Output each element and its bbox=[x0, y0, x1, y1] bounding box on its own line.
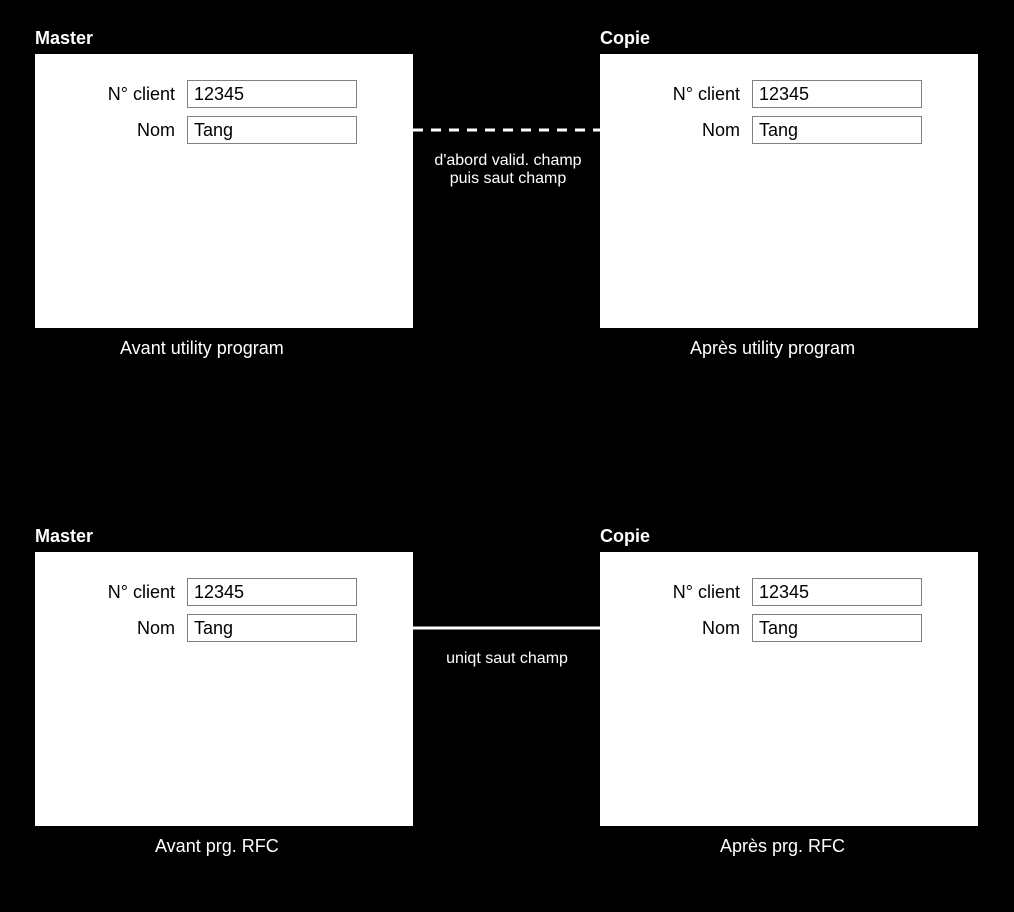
label-client-no: N° client bbox=[650, 84, 740, 105]
caption-bottom-before: Avant prg. RFC bbox=[155, 836, 279, 857]
panel-copy-top: N° client 12345 Nom Tang bbox=[600, 54, 978, 328]
input-client-no[interactable]: 12345 bbox=[187, 578, 357, 606]
panel-master-bottom: N° client 12345 Nom Tang bbox=[35, 552, 413, 826]
annotation-top-line2: puis saut champ bbox=[450, 170, 567, 187]
form-row-client-no: N° client 12345 bbox=[85, 578, 357, 606]
annotation-top: d'abord valid. champ puis saut champ bbox=[418, 152, 598, 188]
label-client-no: N° client bbox=[650, 582, 740, 603]
label-client-no: N° client bbox=[85, 582, 175, 603]
panel-title-master-top: Master bbox=[35, 28, 93, 49]
arrow-bottom bbox=[340, 613, 620, 643]
input-client-no[interactable]: 12345 bbox=[752, 80, 922, 108]
input-client-no[interactable]: 12345 bbox=[187, 80, 357, 108]
input-client-no[interactable]: 12345 bbox=[752, 578, 922, 606]
annotation-top-line1: d'abord valid. champ bbox=[434, 152, 581, 169]
label-name: Nom bbox=[650, 618, 740, 639]
form-row-client-no: N° client 12345 bbox=[650, 80, 922, 108]
panel-title-copy-bottom: Copie bbox=[600, 526, 650, 547]
caption-top-before: Avant utility program bbox=[120, 338, 284, 359]
form-row-name: Nom Tang bbox=[650, 614, 922, 642]
panel-title-copy-top: Copie bbox=[600, 28, 650, 49]
label-name: Nom bbox=[85, 618, 175, 639]
form-row-client-no: N° client 12345 bbox=[650, 578, 922, 606]
input-name[interactable]: Tang bbox=[752, 116, 922, 144]
form-row-client-no: N° client 12345 bbox=[85, 80, 357, 108]
input-name[interactable]: Tang bbox=[752, 614, 922, 642]
caption-bottom-after: Après prg. RFC bbox=[720, 836, 845, 857]
annotation-bottom: uniqt saut champ bbox=[432, 650, 582, 668]
label-client-no: N° client bbox=[85, 84, 175, 105]
input-name[interactable]: Tang bbox=[187, 614, 357, 642]
annotation-bottom-line1: uniqt saut champ bbox=[446, 650, 568, 667]
caption-top-after: Après utility program bbox=[690, 338, 855, 359]
form-row-name: Nom Tang bbox=[650, 116, 922, 144]
input-name[interactable]: Tang bbox=[187, 116, 357, 144]
label-name: Nom bbox=[650, 120, 740, 141]
form-row-name: Nom Tang bbox=[85, 116, 357, 144]
panel-master-top: N° client 12345 Nom Tang bbox=[35, 54, 413, 328]
label-name: Nom bbox=[85, 120, 175, 141]
panel-copy-bottom: N° client 12345 Nom Tang bbox=[600, 552, 978, 826]
arrow-top bbox=[340, 115, 620, 145]
panel-title-master-bottom: Master bbox=[35, 526, 93, 547]
form-row-name: Nom Tang bbox=[85, 614, 357, 642]
